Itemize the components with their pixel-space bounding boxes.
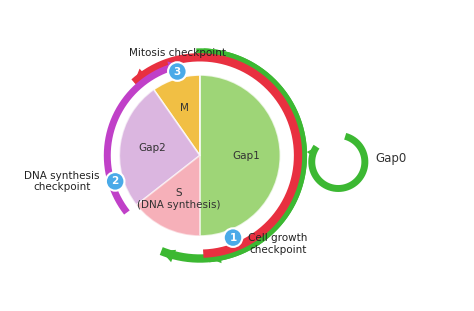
Wedge shape — [119, 90, 200, 205]
Text: Mitosis checkpoint: Mitosis checkpoint — [129, 48, 226, 58]
Wedge shape — [200, 75, 280, 236]
Text: S
(DNA synthesis): S (DNA synthesis) — [137, 188, 220, 210]
Text: Gap1: Gap1 — [233, 151, 260, 160]
Text: 3: 3 — [173, 67, 181, 77]
Text: DNA synthesis
checkpoint: DNA synthesis checkpoint — [24, 171, 100, 192]
Circle shape — [224, 228, 242, 247]
Wedge shape — [154, 75, 200, 156]
Text: Gap2: Gap2 — [138, 143, 166, 153]
Text: Cell growth
checkpoint: Cell growth checkpoint — [248, 233, 308, 255]
Circle shape — [106, 172, 125, 191]
Wedge shape — [137, 156, 200, 236]
Circle shape — [168, 62, 187, 81]
Text: Gap0: Gap0 — [376, 152, 407, 165]
Text: 1: 1 — [229, 233, 237, 243]
Text: 2: 2 — [111, 176, 119, 186]
Text: M: M — [181, 103, 189, 113]
